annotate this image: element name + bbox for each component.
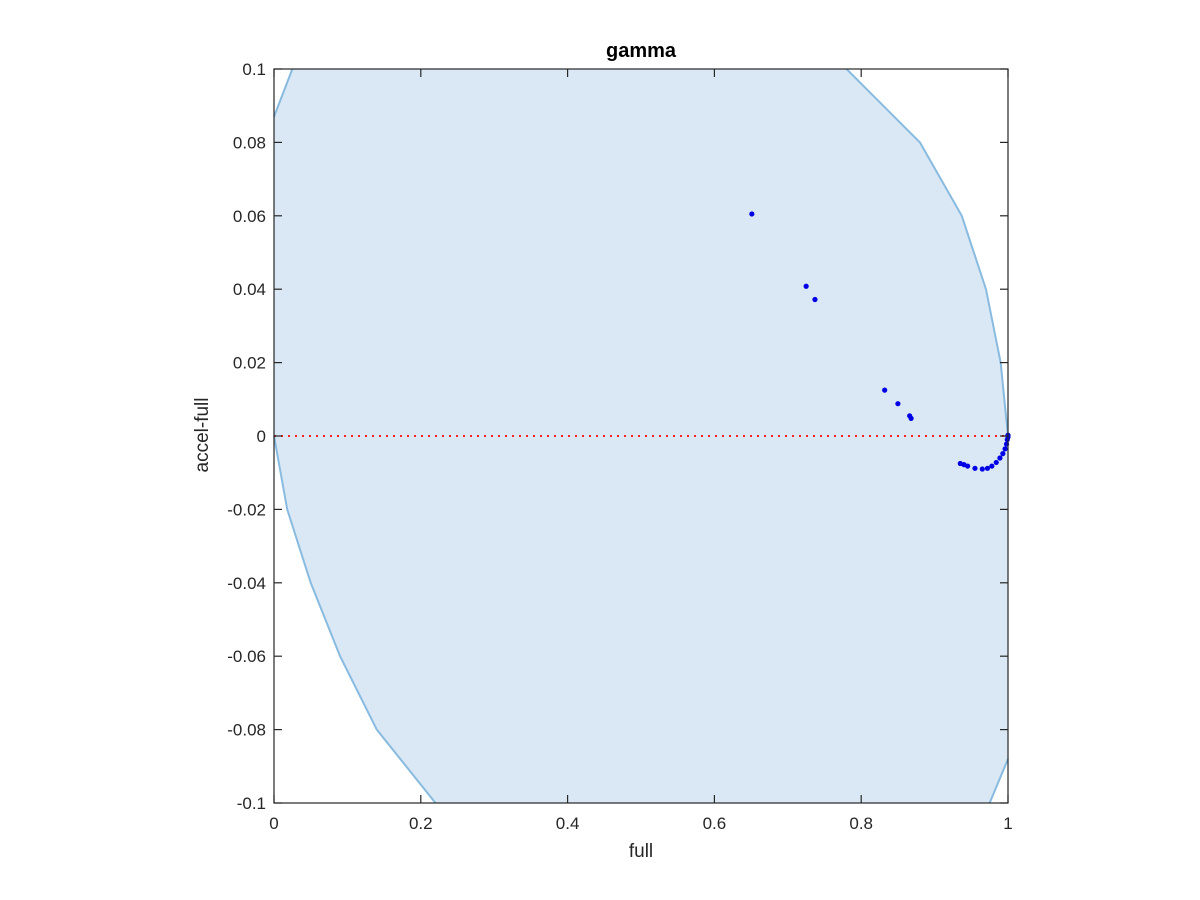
data-point [965,463,971,469]
data-point [895,401,901,407]
y-tick-label: 0 [257,427,266,446]
data-point [908,415,914,421]
feasible-region [274,69,1008,803]
chart-title: gamma [606,40,677,62]
x-tick-label: 0 [269,814,278,833]
y-axis-label: accel-full [192,398,213,473]
region-boundary-1 [273,68,294,118]
plot-area: 0 0.2 0.4 0.6 0.8 1 -0.1 -0.08 -0.06 -0.04 -0.02 0 0… [227,60,1012,833]
data-point [1000,451,1006,457]
y-tick-label: -0.04 [227,574,266,593]
y-tick-label: 0.08 [233,133,266,152]
x-tick-label: 0.4 [556,814,580,833]
y-tick-label: 0.1 [242,60,266,79]
y-tick-label: -0.08 [227,721,266,740]
y-tick-label: 0.06 [233,207,266,226]
data-point [972,465,978,471]
x-tick-label: 1 [1003,814,1012,833]
data-point [882,387,888,393]
region-boundary-2 [273,435,437,804]
data-point [997,455,1003,461]
region-boundary-3 [845,68,1009,437]
region-boundary-4 [988,758,1009,804]
data-point [984,465,991,471]
data-point [749,211,755,217]
x-tick-label: 0.2 [409,814,433,833]
y-tick-label: -0.06 [227,647,266,666]
x-tick-label: 0.6 [703,814,727,833]
data-point [1002,446,1008,452]
x-axis-label: full [629,841,653,862]
y-tick-label: 0.04 [233,280,266,299]
x-tick-label: 0.8 [849,814,873,833]
data-point [993,459,999,466]
y-tick-label: -0.02 [227,500,266,519]
data-point [803,283,809,289]
data-point [812,296,818,303]
y-tick-label: -0.1 [237,794,266,813]
data-point [979,466,985,472]
y-tick-label: 0.02 [233,354,266,373]
data-point [989,463,995,469]
